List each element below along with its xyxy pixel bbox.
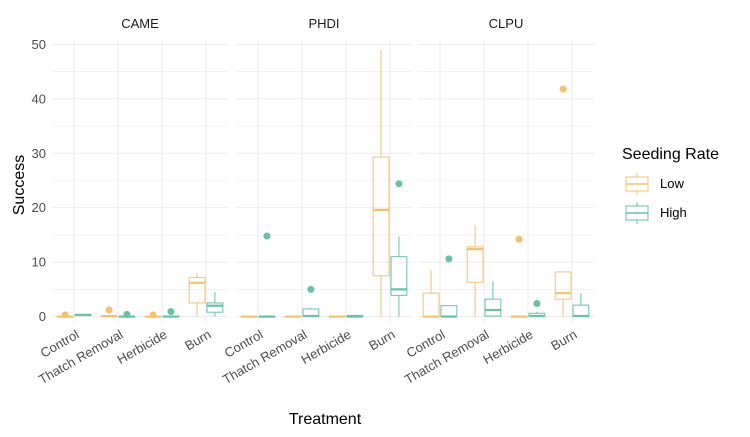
box-low [422,269,440,318]
legend-label: Low [660,176,684,191]
box-low [56,311,74,319]
legend-entry-low: Low [625,173,684,195]
box-high [346,314,364,318]
box-high [162,308,180,318]
box-high [258,232,276,318]
facet-strip-label: CAME [121,16,159,31]
box-high [572,293,590,318]
box-high [118,310,136,318]
y-tick-label: 10 [32,255,46,270]
box-iqr [188,276,206,304]
box-iqr [440,305,458,318]
box-iqr [206,302,224,313]
box-iqr [422,292,440,318]
outlier-point [307,285,315,293]
x-tick-label: Herbicide [480,327,535,367]
x-tick-label: Burn [182,327,213,354]
outlier-point [515,235,523,243]
outlier-point [123,310,131,318]
y-tick-label: 50 [32,37,46,52]
gridlines [418,39,594,322]
box-iqr [390,256,408,296]
box-low [466,225,484,317]
facet-strip-label: PHDI [308,16,339,31]
box-low [240,315,258,318]
gridlines [236,39,412,322]
outlier-point [167,308,175,316]
x-tick-label: Herbicide [298,327,353,367]
box-high [206,292,224,317]
legend-label: High [660,205,687,220]
x-tick-label: Herbicide [114,327,169,367]
box-high [302,285,320,318]
box-low [284,315,302,318]
box-high [440,255,458,318]
outlier-point [105,306,113,314]
outlier-point [149,311,157,319]
outlier-point [263,232,271,240]
legend-title: Seeding Rate [622,146,719,163]
outlier-point [61,311,69,319]
x-tick-label: Burn [548,327,579,354]
outlier-point [533,299,541,307]
facet-strip-label: CLPU [489,16,524,31]
y-tick-label: 30 [32,146,46,161]
outlier-point [559,85,567,93]
box-iqr [466,246,484,283]
box-high [390,180,408,317]
y-tick-label: 0 [39,309,46,324]
outlier-point [445,255,453,263]
legend: Seeding Rate Low High [622,146,719,224]
box-low [510,235,528,318]
y-axis-title: Success [11,155,28,215]
box-low [188,273,206,317]
x-axis-title: Treatment [289,411,362,428]
box-high [484,281,502,317]
box-high [528,299,546,318]
y-axis-ticks: 0 10 20 30 40 50 [32,37,46,324]
y-tick-label: 20 [32,200,46,215]
gridlines [52,39,228,322]
box-iqr [554,271,572,300]
box-iqr [572,304,590,318]
legend-entry-high: High [625,202,687,224]
x-tick-label: Burn [366,327,397,354]
y-tick-label: 40 [32,91,46,106]
box-iqr [484,298,502,317]
box-high [74,313,92,317]
box-low [554,85,572,317]
box-low [100,306,118,318]
box-low [372,49,390,317]
outlier-point [395,180,403,188]
box-iqr [372,156,390,277]
box-low [328,315,346,318]
box-low [144,311,162,319]
